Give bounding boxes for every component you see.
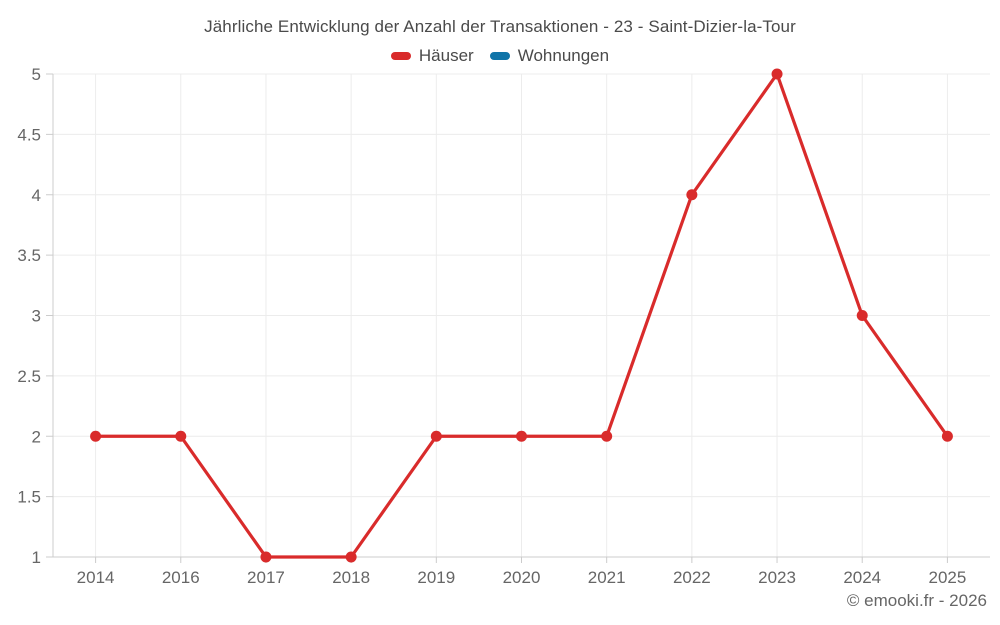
x-tick-label: 2018 [332,568,370,587]
haeuser-series-marker-icon [390,52,411,60]
x-tick-label: 2022 [673,568,711,587]
gridlines [53,73,990,558]
x-tick-label: 2019 [417,568,455,587]
y-tick-label: 1.5 [17,488,41,507]
legend-label-haeuser: Häuser [418,46,474,65]
x-tick-label: 2023 [758,568,796,587]
x-tick-label: 2025 [928,568,966,587]
data-point [601,430,613,442]
data-point [941,430,953,442]
legend: Häuser Wohnungen [0,46,1000,66]
x-tick-label: 2014 [77,568,115,587]
data-point [430,430,442,442]
series [90,68,953,563]
wohnungen-series-marker-icon [489,52,510,60]
data-point [260,551,272,563]
copyright-credit: © emooki.fr - 2026 [846,591,987,610]
data-point [345,551,357,563]
y-tick-label: 3.5 [17,246,41,265]
legend-label-wohnungen: Wohnungen [517,46,610,65]
x-tick-label: 2020 [503,568,541,587]
x-tick-label: 2017 [247,568,285,587]
y-tick-label: 2 [32,427,41,446]
x-tick-label: 2021 [588,568,626,587]
data-point [771,68,783,80]
legend-item-haeuser[interactable]: Häuser [390,46,474,66]
data-point [516,430,527,442]
data-point [686,189,698,201]
legend-item-wohnungen[interactable]: Wohnungen [489,46,610,66]
data-point [175,430,187,442]
axes [46,73,990,563]
y-tick-label: 4 [32,186,41,205]
data-point [856,310,868,321]
y-tick-label: 2.5 [17,367,41,386]
y-tick-label: 5 [32,65,41,84]
x-tick-label: 2024 [843,568,881,587]
y-tick-label: 3 [32,307,41,326]
data-point [90,430,102,442]
x-tick-label: 2016 [162,568,200,587]
chart-title: Jährliche Entwicklung der Anzahl der Tra… [204,17,796,36]
y-tick-label: 4.5 [17,125,41,144]
axis-labels: 1 1.5 2 2.5 3 3.5 4 4.5 5 2014 2016 2017 2018 2019 202… [17,65,966,587]
y-tick-label: 1 [32,548,41,567]
